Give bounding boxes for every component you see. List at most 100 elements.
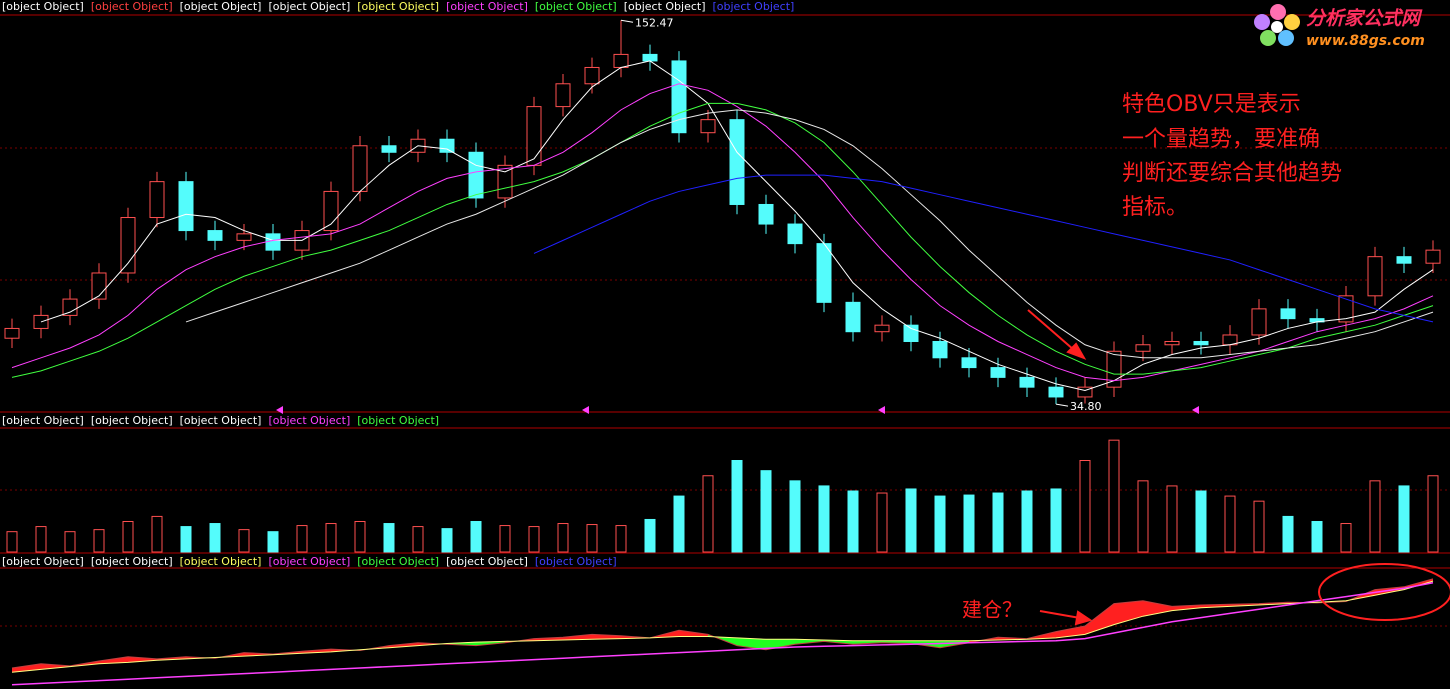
candle-body [555, 83, 571, 108]
volume-bar [180, 526, 192, 553]
volume-bar [847, 490, 859, 553]
legend-entry: [object Object] [446, 0, 528, 13]
candle-body [961, 357, 977, 369]
candle-body [1077, 386, 1093, 398]
low-label: 34.80 [1070, 400, 1102, 413]
note-line: 指标。 [1122, 195, 1188, 220]
candle-body [1425, 249, 1441, 264]
note-line: 一个量趋势，要准确 [1122, 127, 1320, 152]
candle-body [903, 324, 919, 342]
period-markers [276, 406, 1199, 414]
candle-body [149, 181, 165, 219]
legend-entry: [object Object] [268, 414, 350, 427]
candle-body [207, 230, 223, 241]
leader [1055, 403, 1069, 407]
legend-entry: [object Object] [357, 555, 439, 568]
candle-body [381, 145, 397, 153]
candle-body [787, 223, 803, 245]
legend-entry: [object Object] [357, 0, 439, 13]
obv-area [244, 652, 273, 657]
note-line: 判断还要综合其他趋势 [1122, 161, 1342, 186]
ma-line [185, 109, 1434, 359]
volume-bar [1050, 488, 1062, 553]
obv-area [389, 642, 418, 648]
high-label: 152.47 [635, 16, 674, 29]
volume-bar [760, 470, 772, 553]
candle-body [120, 217, 136, 274]
legend-entry: [object Object] [91, 0, 173, 13]
candle-body [526, 106, 542, 166]
volume-bar [1079, 460, 1091, 553]
volume-bar [35, 526, 47, 553]
ma-line [11, 102, 1434, 378]
candle-body [700, 119, 716, 134]
candle-body [439, 138, 455, 153]
watermark-url: www.88gs.com [1306, 33, 1425, 49]
legend-entry: [object Object] [357, 414, 439, 427]
candle-body [497, 164, 513, 199]
candle-body [874, 324, 890, 333]
legend-entry: [object Object] [446, 555, 528, 568]
obv-area [447, 642, 476, 646]
volume-bar [499, 525, 511, 553]
ma-line [533, 174, 1434, 323]
volume-bar [557, 523, 569, 553]
candle-body [352, 145, 368, 192]
legend-entry: [object Object] [535, 555, 617, 568]
legend-entry: [object Object] [2, 414, 84, 427]
callout: 建仓？ [962, 598, 1022, 622]
volume-bar [1340, 523, 1352, 553]
obv-area [99, 656, 128, 664]
candle-body [1019, 376, 1035, 388]
volume-bar [1427, 475, 1439, 553]
obv-area [795, 639, 824, 645]
candle-body [613, 53, 629, 68]
obv-line [11, 582, 1434, 686]
candle-body [1251, 308, 1267, 336]
volume-bar [1195, 490, 1207, 553]
highlight-circle [1318, 563, 1450, 621]
volume-bar [122, 521, 134, 553]
candle-body [1367, 256, 1383, 297]
leader [620, 19, 634, 23]
volume-bar [296, 525, 308, 553]
volume-bar [934, 495, 946, 553]
volume-bar [963, 494, 975, 553]
candle-body [932, 340, 948, 359]
legend-entry: [object Object] [624, 0, 706, 13]
volume-bar [6, 531, 18, 553]
legend-entry: [object Object] [713, 0, 795, 13]
obv-line [11, 578, 1434, 669]
candle-body [1164, 340, 1180, 346]
candle-body [4, 327, 20, 339]
candle-body [1338, 295, 1354, 323]
annotation-arrow [1027, 309, 1093, 626]
obv-area [563, 634, 592, 640]
volume-bar [1369, 480, 1381, 553]
volume-bar [905, 488, 917, 553]
volume-bar [412, 526, 424, 553]
candle-body [990, 367, 1006, 378]
volume-bar [644, 518, 656, 553]
candle-body [178, 181, 194, 232]
logo [1254, 4, 1300, 46]
volume-bar [586, 524, 598, 553]
candle-body [671, 60, 687, 134]
volume-bar [238, 529, 250, 553]
volume-bar [1108, 439, 1120, 553]
volume-bar [673, 495, 685, 553]
candle-body [584, 66, 600, 85]
obv-area [41, 663, 70, 670]
volume-bar [789, 480, 801, 553]
candle-body [816, 243, 832, 303]
volume-bar [876, 492, 888, 553]
obv-area [128, 656, 157, 663]
candle-body [758, 203, 774, 225]
legend-entry: [object Object] [91, 414, 173, 427]
candle-body [1048, 386, 1064, 398]
volume-bar [1224, 495, 1236, 553]
volume-bar [325, 523, 337, 553]
candle-body [642, 53, 658, 62]
